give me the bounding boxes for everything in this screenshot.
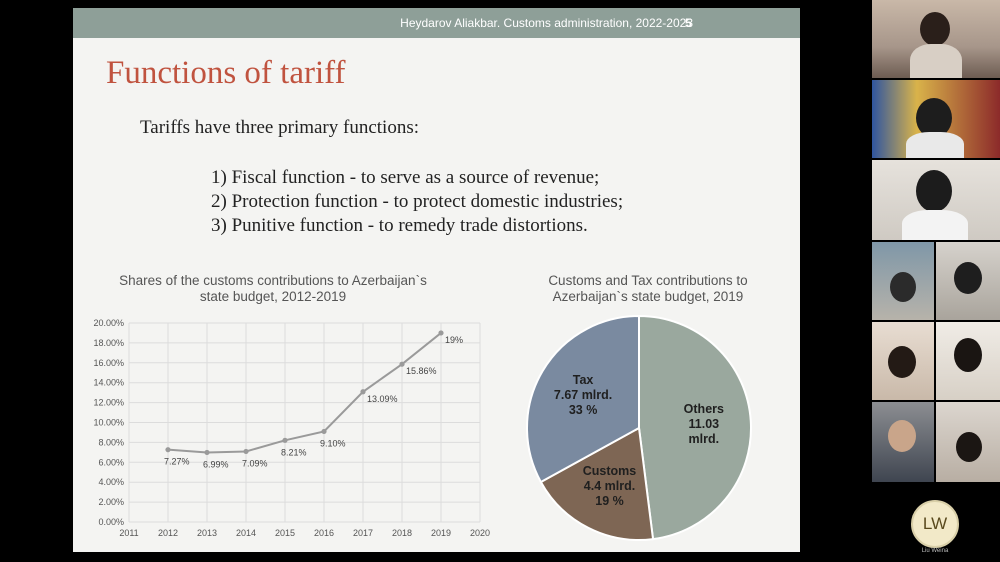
slide-title: Functions of tariff — [106, 55, 346, 91]
participant-silhouette — [920, 12, 950, 46]
pie-slice-label: 7.67 mlrd. — [554, 388, 612, 402]
y-tick-label: 8.00% — [98, 437, 124, 447]
data-point — [321, 428, 327, 435]
x-tick-label: 2018 — [392, 528, 412, 538]
data-point — [399, 361, 405, 367]
x-tick-label: 2015 — [275, 528, 295, 538]
x-tick-label: 2013 — [197, 528, 217, 538]
slide-page-number: 5 — [685, 16, 692, 30]
x-tick-label: 2017 — [353, 528, 373, 538]
data-point — [165, 447, 171, 453]
pie-slice — [638, 314, 752, 541]
participant-silhouette — [910, 44, 962, 78]
y-tick-label: 20.00% — [93, 318, 124, 328]
line-chart-title-line: Shares of the customs contributions to A… — [119, 273, 427, 288]
participant-video-tile[interactable] — [936, 402, 1000, 482]
y-tick-label: 18.00% — [93, 338, 124, 348]
line-chart: 0.00% 2.00% 4.00% 6.00% 8.00% 10.00% 12.00% 14.… — [93, 318, 490, 538]
y-tick-label: 2.00% — [98, 497, 124, 507]
participant-silhouette — [888, 346, 916, 378]
pie-slice-label: Customs — [583, 464, 637, 478]
slide-header-bar: Heydarov Aliakbar. Customs administratio… — [73, 8, 800, 38]
y-tick-label: 14.00% — [93, 378, 124, 388]
pie-slice-label: 4.4 mlrd. — [584, 479, 635, 493]
x-tick-label: 2019 — [431, 528, 451, 538]
y-tick-label: 4.00% — [98, 477, 124, 487]
data-point — [438, 330, 444, 336]
data-point — [360, 389, 366, 395]
participant-silhouette — [902, 210, 968, 240]
participant-silhouette — [954, 338, 982, 372]
participant-silhouette — [956, 432, 982, 462]
data-label: 13.09% — [367, 394, 398, 404]
y-tick-label: 16.00% — [93, 358, 124, 368]
participant-silhouette — [906, 132, 964, 158]
pie-slice-label: Tax — [573, 373, 594, 387]
data-label: 8.21% — [281, 447, 307, 457]
participant-avatar-name: Liu Weina — [921, 548, 949, 554]
pie-slice-label: 33 % — [569, 403, 598, 417]
pie-slice-label: 11.03 — [689, 417, 720, 431]
data-point — [204, 449, 210, 456]
pie-slice-label: Others — [684, 402, 724, 416]
data-label: 6.99% — [203, 459, 229, 469]
participant-avatar[interactable]: LW — [911, 500, 959, 548]
data-label: 15.86% — [406, 366, 437, 376]
participant-silhouette — [916, 170, 952, 212]
x-tick-label: 2012 — [158, 528, 178, 538]
video-participants-panel — [872, 0, 1000, 562]
participant-video-tile[interactable] — [872, 322, 934, 400]
line-chart-title-line: state budget, 2012-2019 — [199, 289, 347, 304]
function-item-fiscal: 1) Fiscal function - to serve as a sourc… — [211, 167, 600, 188]
series-line — [167, 332, 442, 454]
participant-video-tile[interactable] — [872, 160, 1000, 240]
participant-video-tile[interactable] — [872, 0, 1000, 78]
participant-video-tile[interactable] — [872, 80, 1000, 158]
data-point — [243, 448, 249, 455]
y-tick-label: 12.00% — [93, 398, 124, 408]
participant-video-tile[interactable] — [872, 402, 934, 482]
pie-slice-label: mlrd. — [689, 432, 720, 446]
participant-silhouette — [888, 420, 916, 452]
function-item-protection: 2) Protection function - to protect dome… — [211, 191, 624, 212]
x-tick-label: 2016 — [314, 528, 334, 538]
data-label: 7.27% — [164, 457, 190, 467]
x-tick-label: 2011 — [119, 528, 138, 538]
pie-chart-title-line: Customs and Tax contributions to — [548, 273, 748, 288]
line-chart-title: Shares of the customs contributions to A… — [113, 273, 433, 305]
pie-slice-label: 19 % — [595, 494, 624, 508]
participant-silhouette — [890, 272, 916, 302]
data-point — [282, 437, 288, 443]
participant-silhouette — [954, 262, 982, 294]
pie-slice — [526, 314, 640, 484]
x-tick-label: 2020 — [470, 528, 490, 538]
slide-intro-text: Tariffs have three primary functions: — [140, 117, 419, 138]
data-label: 9.10% — [320, 438, 346, 448]
participant-video-tile[interactable] — [936, 242, 1000, 320]
y-tick-label: 6.00% — [98, 457, 124, 467]
participant-video-tile[interactable] — [872, 242, 934, 320]
y-tick-label: 0.00% — [98, 517, 124, 527]
slide-header-text: Heydarov Aliakbar. Customs administratio… — [400, 16, 693, 30]
data-label: 7.09% — [242, 458, 268, 468]
participant-video-tile[interactable] — [936, 322, 1000, 400]
x-tick-label: 2014 — [236, 528, 256, 538]
y-tick-label: 10.00% — [93, 418, 124, 428]
data-label: 19% — [445, 335, 463, 345]
pie-slice — [539, 426, 655, 541]
function-item-punitive: 3) Punitive function - to remedy trade d… — [211, 215, 588, 236]
presentation-slide: Heydarov Aliakbar. Customs administratio… — [73, 8, 800, 552]
pie-chart-title: Customs and Tax contributions to Azerbai… — [513, 273, 783, 305]
pie-chart-title-line: Azerbaijan`s state budget, 2019 — [552, 289, 744, 304]
participant-silhouette — [916, 98, 952, 138]
